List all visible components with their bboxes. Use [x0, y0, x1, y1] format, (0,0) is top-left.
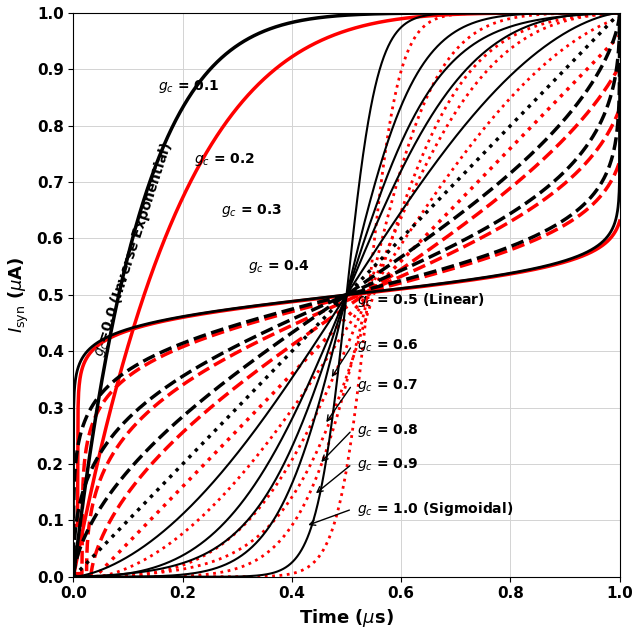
Text: $g_c$ = 0.2: $g_c$ = 0.2 — [193, 151, 254, 168]
Text: $g_c$ = 0.1: $g_c$ = 0.1 — [158, 78, 220, 95]
Text: $g_c$ = 1.0 (Sigmoidal): $g_c$ = 1.0 (Sigmoidal) — [358, 500, 514, 518]
Text: $g_c$ = 0.8: $g_c$ = 0.8 — [358, 422, 419, 439]
Text: $g_c$ = 0.9: $g_c$ = 0.9 — [358, 455, 419, 473]
Text: $g_c$=0.0 (Inverse Exponential): $g_c$=0.0 (Inverse Exponential) — [90, 141, 176, 359]
Text: $g_c$ = 0.3: $g_c$ = 0.3 — [221, 202, 282, 219]
X-axis label: Time ($\mu$s): Time ($\mu$s) — [299, 607, 394, 629]
Text: $g_c$ = 0.4: $g_c$ = 0.4 — [248, 258, 310, 275]
Text: $g_c$ = 0.5 (Linear): $g_c$ = 0.5 (Linear) — [358, 291, 485, 310]
Text: $g_c$ = 0.7: $g_c$ = 0.7 — [358, 377, 419, 394]
Y-axis label: $I_{\rm syn}$ ($\mu$A): $I_{\rm syn}$ ($\mu$A) — [7, 257, 31, 333]
Text: $g_c$ = 0.6: $g_c$ = 0.6 — [358, 337, 419, 354]
